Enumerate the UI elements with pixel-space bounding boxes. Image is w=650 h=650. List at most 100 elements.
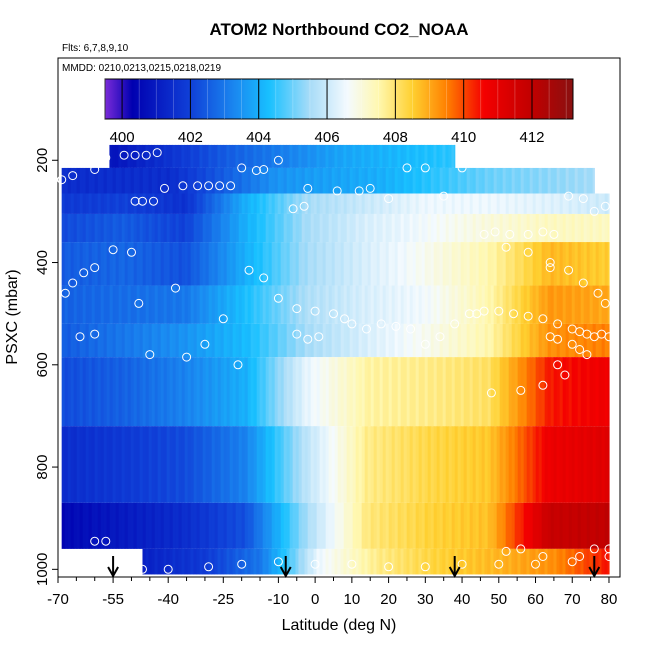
heat-cell	[589, 548, 594, 575]
heat-cell	[94, 502, 99, 549]
heat-cell	[97, 323, 102, 358]
heat-cell	[505, 357, 510, 427]
heat-cell	[544, 502, 549, 549]
heat-cell	[448, 213, 453, 243]
heat-cell	[403, 502, 408, 549]
observation-point	[149, 196, 158, 206]
heat-cell	[232, 426, 237, 503]
heat-cell	[76, 242, 81, 286]
heat-cell	[349, 548, 354, 575]
heat-cell	[583, 357, 588, 427]
heat-cell	[526, 548, 531, 575]
heat-cell	[292, 502, 297, 549]
heat-cell	[394, 548, 399, 575]
heat-cell	[139, 193, 144, 214]
heat-cell	[442, 357, 447, 427]
heat-cell	[76, 426, 81, 503]
heat-cell	[517, 285, 522, 324]
heat-cell	[493, 193, 498, 214]
observation-point	[545, 263, 555, 273]
heat-cell	[571, 167, 576, 194]
heat-cell	[112, 426, 117, 503]
heat-cell	[196, 213, 201, 243]
heat-cell	[559, 502, 564, 549]
heat-cell	[331, 502, 336, 549]
heat-cell	[142, 193, 147, 214]
heat-cell	[184, 426, 189, 503]
heat-cell	[292, 193, 297, 214]
heat-cell	[82, 426, 87, 503]
heat-cell	[235, 357, 240, 427]
heat-cell	[301, 285, 306, 324]
heat-cell	[340, 426, 345, 503]
heat-cell	[283, 323, 288, 358]
heat-cell	[91, 213, 96, 243]
heat-band	[61, 285, 610, 324]
heat-cell	[274, 548, 279, 575]
heat-cell	[334, 144, 339, 168]
heat-cell	[331, 213, 336, 243]
heat-cell	[223, 357, 228, 427]
heat-cell	[376, 144, 381, 168]
heat-cell	[505, 548, 510, 575]
heat-cell	[295, 167, 300, 194]
heat-cell	[268, 193, 273, 214]
heat-cell	[577, 548, 582, 575]
heat-cell	[565, 357, 570, 427]
heat-cell	[127, 167, 132, 194]
heat-cell	[220, 167, 225, 194]
observation-point	[578, 194, 588, 204]
heat-cell	[520, 213, 525, 243]
heat-cell	[226, 242, 231, 286]
heat-cell	[172, 144, 177, 168]
heat-cell	[442, 242, 447, 286]
heat-cell	[250, 193, 255, 214]
heat-cell	[226, 323, 231, 358]
heat-cell	[349, 144, 354, 168]
heat-cell	[448, 426, 453, 503]
heat-cell	[154, 548, 159, 575]
heat-cell	[391, 285, 396, 324]
heat-cell	[385, 144, 390, 168]
heat-cell	[67, 167, 72, 194]
heat-cell	[166, 502, 171, 549]
heat-cell	[487, 213, 492, 243]
heat-cell	[355, 167, 360, 194]
heat-cell	[100, 323, 105, 358]
heat-cell	[118, 193, 123, 214]
heat-cell	[451, 357, 456, 427]
heat-cell	[133, 193, 138, 214]
heat-cell	[142, 357, 147, 427]
heat-cell	[391, 502, 396, 549]
heat-cell	[106, 193, 111, 214]
observation-point	[138, 564, 147, 574]
heat-band	[61, 167, 595, 194]
heat-cell	[202, 502, 207, 549]
heat-cell	[229, 285, 234, 324]
heat-cell	[217, 193, 222, 214]
heat-cell	[322, 193, 327, 214]
heat-cell	[193, 323, 198, 358]
heat-cell	[100, 167, 105, 194]
heat-cell	[595, 242, 600, 286]
heat-cell	[115, 323, 120, 358]
heat-cell	[604, 213, 609, 243]
heat-cell	[259, 167, 264, 194]
heat-cell	[589, 502, 594, 549]
heat-cell	[229, 144, 234, 168]
heat-cell	[367, 357, 372, 427]
heat-cell	[367, 502, 372, 549]
heat-cell	[313, 242, 318, 286]
heat-cell	[265, 285, 270, 324]
heat-cell	[244, 144, 249, 168]
heat-cell	[301, 323, 306, 358]
heat-cell	[295, 548, 300, 575]
heat-cell	[88, 357, 93, 427]
heat-cell	[292, 426, 297, 503]
heat-cell	[334, 357, 339, 427]
heat-cell	[487, 548, 492, 575]
heat-cell	[415, 285, 420, 324]
heat-cell	[439, 357, 444, 427]
heat-cell	[322, 548, 327, 575]
heat-cell	[172, 167, 177, 194]
